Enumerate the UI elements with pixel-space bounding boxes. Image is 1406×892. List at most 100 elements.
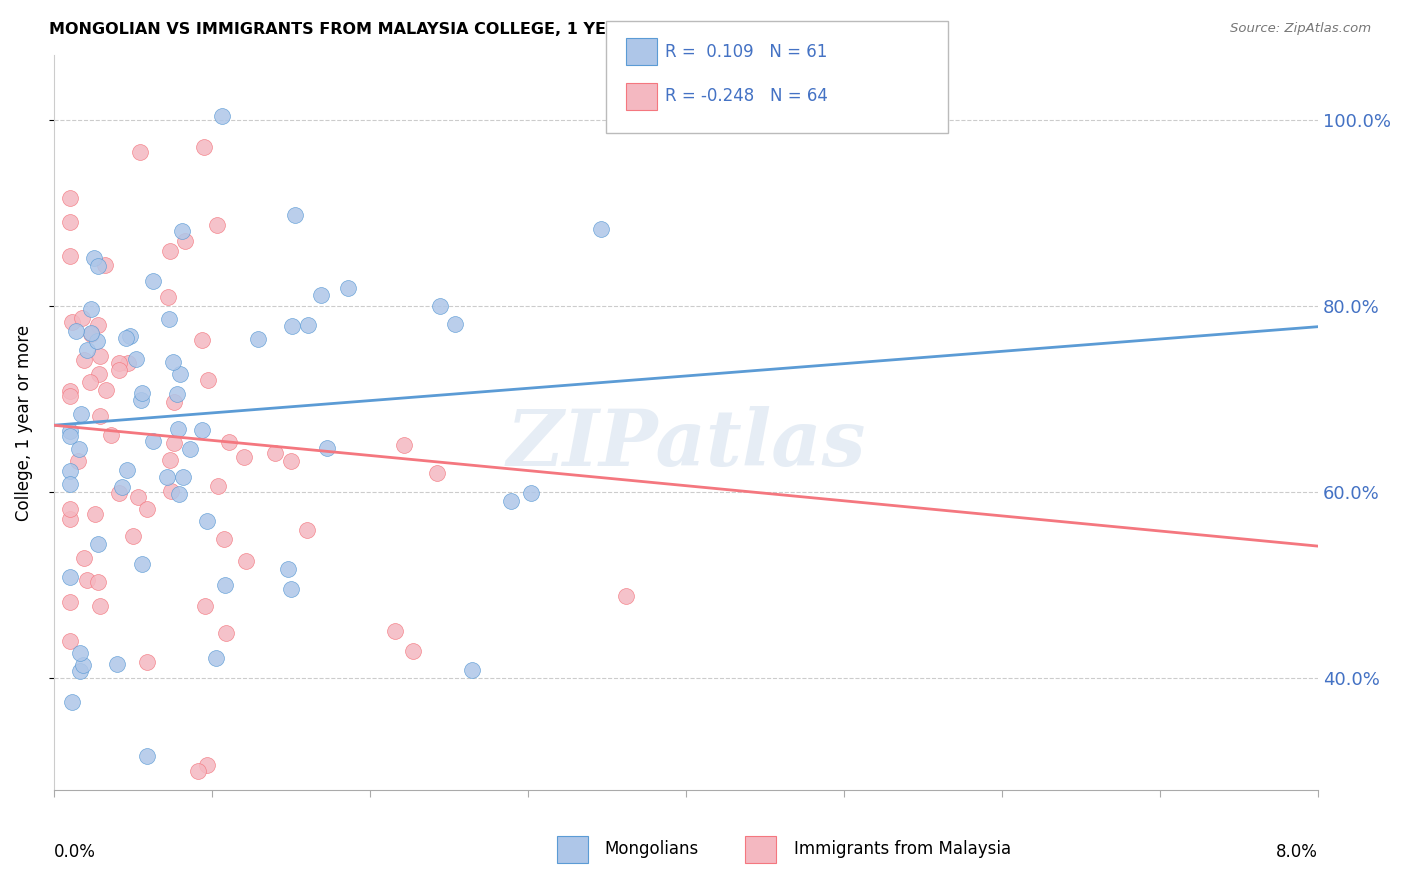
Point (211, 109, 233, 123)
Point (501, 493, 523, 508)
Point (195, 514, 218, 528)
Point (73, 550, 96, 565)
Point (87, 259, 110, 273)
Point (142, 434, 165, 448)
Point (83, 251, 105, 265)
Point (65, 324, 87, 338)
Point (384, 624, 406, 638)
Point (89, 409, 111, 423)
Point (59, 464, 82, 478)
Point (73, 353, 96, 368)
Point (69, 647, 91, 661)
Point (84, 508, 107, 522)
Text: Mongolians: Mongolians (605, 840, 699, 858)
Point (172, 470, 194, 484)
Point (444, 317, 467, 331)
Point (131, 557, 153, 571)
Text: Source: ZipAtlas.com: Source: ZipAtlas.com (1230, 22, 1371, 36)
Point (96, 383, 118, 397)
Text: ZIPatlas: ZIPatlas (506, 406, 866, 483)
Point (297, 523, 319, 537)
Point (156, 470, 179, 484)
Point (142, 274, 165, 288)
Point (86, 334, 108, 348)
Point (125, 351, 148, 366)
Point (89, 599, 111, 613)
Point (59, 476, 82, 491)
Point (170, 224, 193, 238)
Text: MONGOLIAN VS IMMIGRANTS FROM MALAYSIA COLLEGE, 1 YEAR OR MORE CORRELATION CHART: MONGOLIAN VS IMMIGRANTS FROM MALAYSIA CO… (49, 22, 918, 37)
Point (131, 386, 153, 401)
Point (79, 375, 101, 389)
Point (87, 367, 110, 381)
Point (166, 387, 188, 401)
Point (129, 392, 152, 407)
Point (284, 208, 307, 222)
Point (67, 442, 90, 456)
Point (264, 446, 287, 460)
Point (69, 665, 91, 679)
Point (394, 438, 416, 452)
Point (205, 219, 228, 233)
Point (59, 570, 82, 584)
Point (117, 356, 139, 370)
Point (59, 384, 82, 398)
Point (157, 311, 180, 326)
Point (127, 490, 149, 504)
Point (162, 436, 184, 450)
Point (337, 280, 360, 294)
Point (197, 373, 219, 387)
Point (80, 302, 103, 317)
Point (76, 343, 98, 357)
Point (70, 311, 93, 326)
Point (614, 589, 637, 603)
Point (160, 484, 183, 499)
Point (70, 408, 93, 422)
Point (174, 234, 197, 248)
Point (461, 663, 484, 677)
Point (87, 537, 110, 551)
Point (169, 367, 191, 381)
Point (159, 244, 181, 259)
Point (59, 191, 82, 205)
Point (59, 425, 82, 439)
Point (59, 501, 82, 516)
Point (80, 326, 103, 340)
Point (76, 574, 98, 588)
Point (280, 582, 302, 596)
Text: R = -0.248   N = 64: R = -0.248 N = 64 (665, 87, 828, 104)
Point (191, 423, 214, 437)
Point (193, 139, 215, 153)
Text: R =  0.109   N = 61: R = 0.109 N = 61 (665, 43, 827, 61)
Point (214, 578, 236, 592)
Point (94, 258, 117, 272)
Point (194, 599, 217, 614)
Point (280, 319, 302, 334)
Point (233, 450, 256, 464)
Point (167, 422, 190, 436)
Point (108, 486, 131, 500)
Point (277, 562, 299, 576)
Point (169, 487, 191, 501)
Point (309, 288, 332, 302)
Point (129, 145, 152, 159)
Point (162, 395, 184, 409)
Point (60, 315, 83, 329)
Text: 0.0%: 0.0% (53, 843, 96, 861)
Point (157, 289, 180, 303)
Point (159, 453, 181, 467)
Point (108, 356, 131, 370)
Point (402, 644, 425, 658)
Point (59, 214, 82, 228)
Point (87, 318, 110, 332)
Point (108, 363, 131, 377)
Text: 8.0%: 8.0% (1277, 843, 1319, 861)
Point (59, 428, 82, 442)
Point (67, 454, 90, 468)
Point (100, 428, 122, 442)
Point (190, 333, 212, 347)
Point (59, 249, 82, 263)
Point (207, 479, 229, 493)
Point (89, 349, 111, 363)
Point (247, 332, 270, 346)
